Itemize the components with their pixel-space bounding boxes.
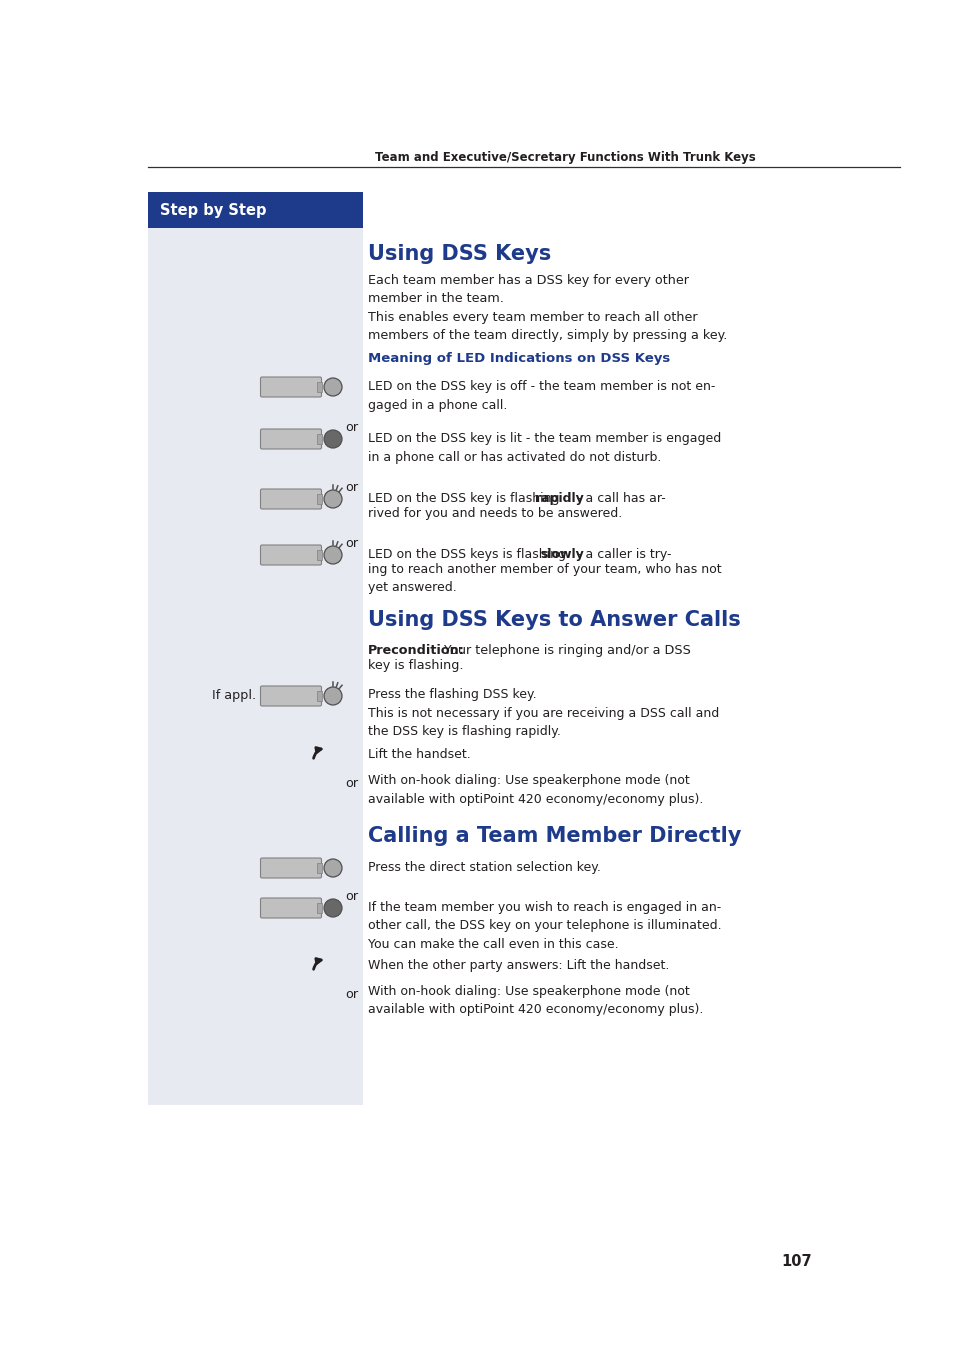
FancyBboxPatch shape	[148, 225, 363, 1106]
Text: LED on the DSS keys is flashing: LED on the DSS keys is flashing	[368, 548, 569, 562]
Text: ing to reach another member of your team, who has not
yet answered.: ing to reach another member of your team…	[368, 563, 720, 594]
Text: Press the direct station selection key.: Press the direct station selection key.	[368, 861, 600, 873]
FancyBboxPatch shape	[260, 898, 321, 918]
Circle shape	[324, 490, 341, 508]
FancyBboxPatch shape	[316, 549, 322, 560]
Text: LED on the DSS key is lit - the team member is engaged
in a phone call or has ac: LED on the DSS key is lit - the team mem…	[368, 432, 720, 463]
Text: Using DSS Keys to Answer Calls: Using DSS Keys to Answer Calls	[368, 610, 740, 630]
Text: or: or	[345, 778, 357, 790]
FancyBboxPatch shape	[260, 859, 321, 878]
FancyBboxPatch shape	[260, 377, 321, 397]
Text: - a caller is try-: - a caller is try-	[573, 548, 671, 562]
FancyBboxPatch shape	[316, 691, 322, 701]
Text: key is flashing.: key is flashing.	[368, 659, 463, 672]
Circle shape	[324, 687, 341, 705]
Text: or: or	[345, 988, 357, 1000]
FancyBboxPatch shape	[316, 903, 322, 913]
FancyBboxPatch shape	[260, 429, 321, 450]
Text: rived for you and needs to be answered.: rived for you and needs to be answered.	[368, 508, 621, 520]
Text: Your telephone is ringing and/or a DSS: Your telephone is ringing and/or a DSS	[439, 644, 690, 657]
Text: LED on the DSS key is off - the team member is not en-
gaged in a phone call.: LED on the DSS key is off - the team mem…	[368, 379, 715, 412]
Text: or: or	[345, 421, 357, 433]
Text: Each team member has a DSS key for every other
member in the team.
This enables : Each team member has a DSS key for every…	[368, 274, 726, 343]
Text: Meaning of LED Indications on DSS Keys: Meaning of LED Indications on DSS Keys	[368, 352, 670, 365]
Text: Precondition:: Precondition:	[368, 644, 464, 657]
Text: - a call has ar-: - a call has ar-	[573, 491, 665, 505]
FancyBboxPatch shape	[260, 545, 321, 566]
Circle shape	[324, 431, 341, 448]
Text: rapidly: rapidly	[535, 491, 583, 505]
Text: When the other party answers: Lift the handset.: When the other party answers: Lift the h…	[368, 958, 669, 972]
FancyBboxPatch shape	[316, 494, 322, 504]
Circle shape	[324, 378, 341, 396]
Text: With on-hook dialing: Use speakerphone mode (not
available with optiPoint 420 ec: With on-hook dialing: Use speakerphone m…	[368, 774, 702, 806]
FancyArrowPatch shape	[314, 958, 321, 969]
Text: LED on the DSS key is flashing: LED on the DSS key is flashing	[368, 491, 563, 505]
Text: Calling a Team Member Directly: Calling a Team Member Directly	[368, 826, 740, 846]
Text: If appl.: If appl.	[212, 690, 255, 702]
Text: Step by Step: Step by Step	[160, 202, 266, 217]
Text: Team and Executive/Secretary Functions With Trunk Keys: Team and Executive/Secretary Functions W…	[375, 150, 755, 163]
Text: With on-hook dialing: Use speakerphone mode (not
available with optiPoint 420 ec: With on-hook dialing: Use speakerphone m…	[368, 986, 702, 1017]
Text: Lift the handset.: Lift the handset.	[368, 748, 470, 761]
Text: Using DSS Keys: Using DSS Keys	[368, 244, 551, 265]
Text: 107: 107	[781, 1254, 811, 1269]
FancyBboxPatch shape	[316, 863, 322, 873]
FancyArrowPatch shape	[314, 748, 321, 759]
Circle shape	[324, 859, 341, 878]
Text: or: or	[345, 890, 357, 903]
FancyBboxPatch shape	[260, 489, 321, 509]
Circle shape	[324, 545, 341, 564]
FancyBboxPatch shape	[148, 192, 363, 228]
Text: Press the flashing DSS key.
This is not necessary if you are receiving a DSS cal: Press the flashing DSS key. This is not …	[368, 688, 719, 738]
Text: or: or	[345, 481, 357, 494]
FancyBboxPatch shape	[316, 433, 322, 444]
FancyBboxPatch shape	[316, 382, 322, 391]
Text: If the team member you wish to reach is engaged in an-
other call, the DSS key o: If the team member you wish to reach is …	[368, 900, 720, 950]
FancyBboxPatch shape	[260, 686, 321, 706]
Text: slowly: slowly	[540, 548, 584, 562]
Circle shape	[324, 899, 341, 917]
Text: or: or	[345, 537, 357, 549]
